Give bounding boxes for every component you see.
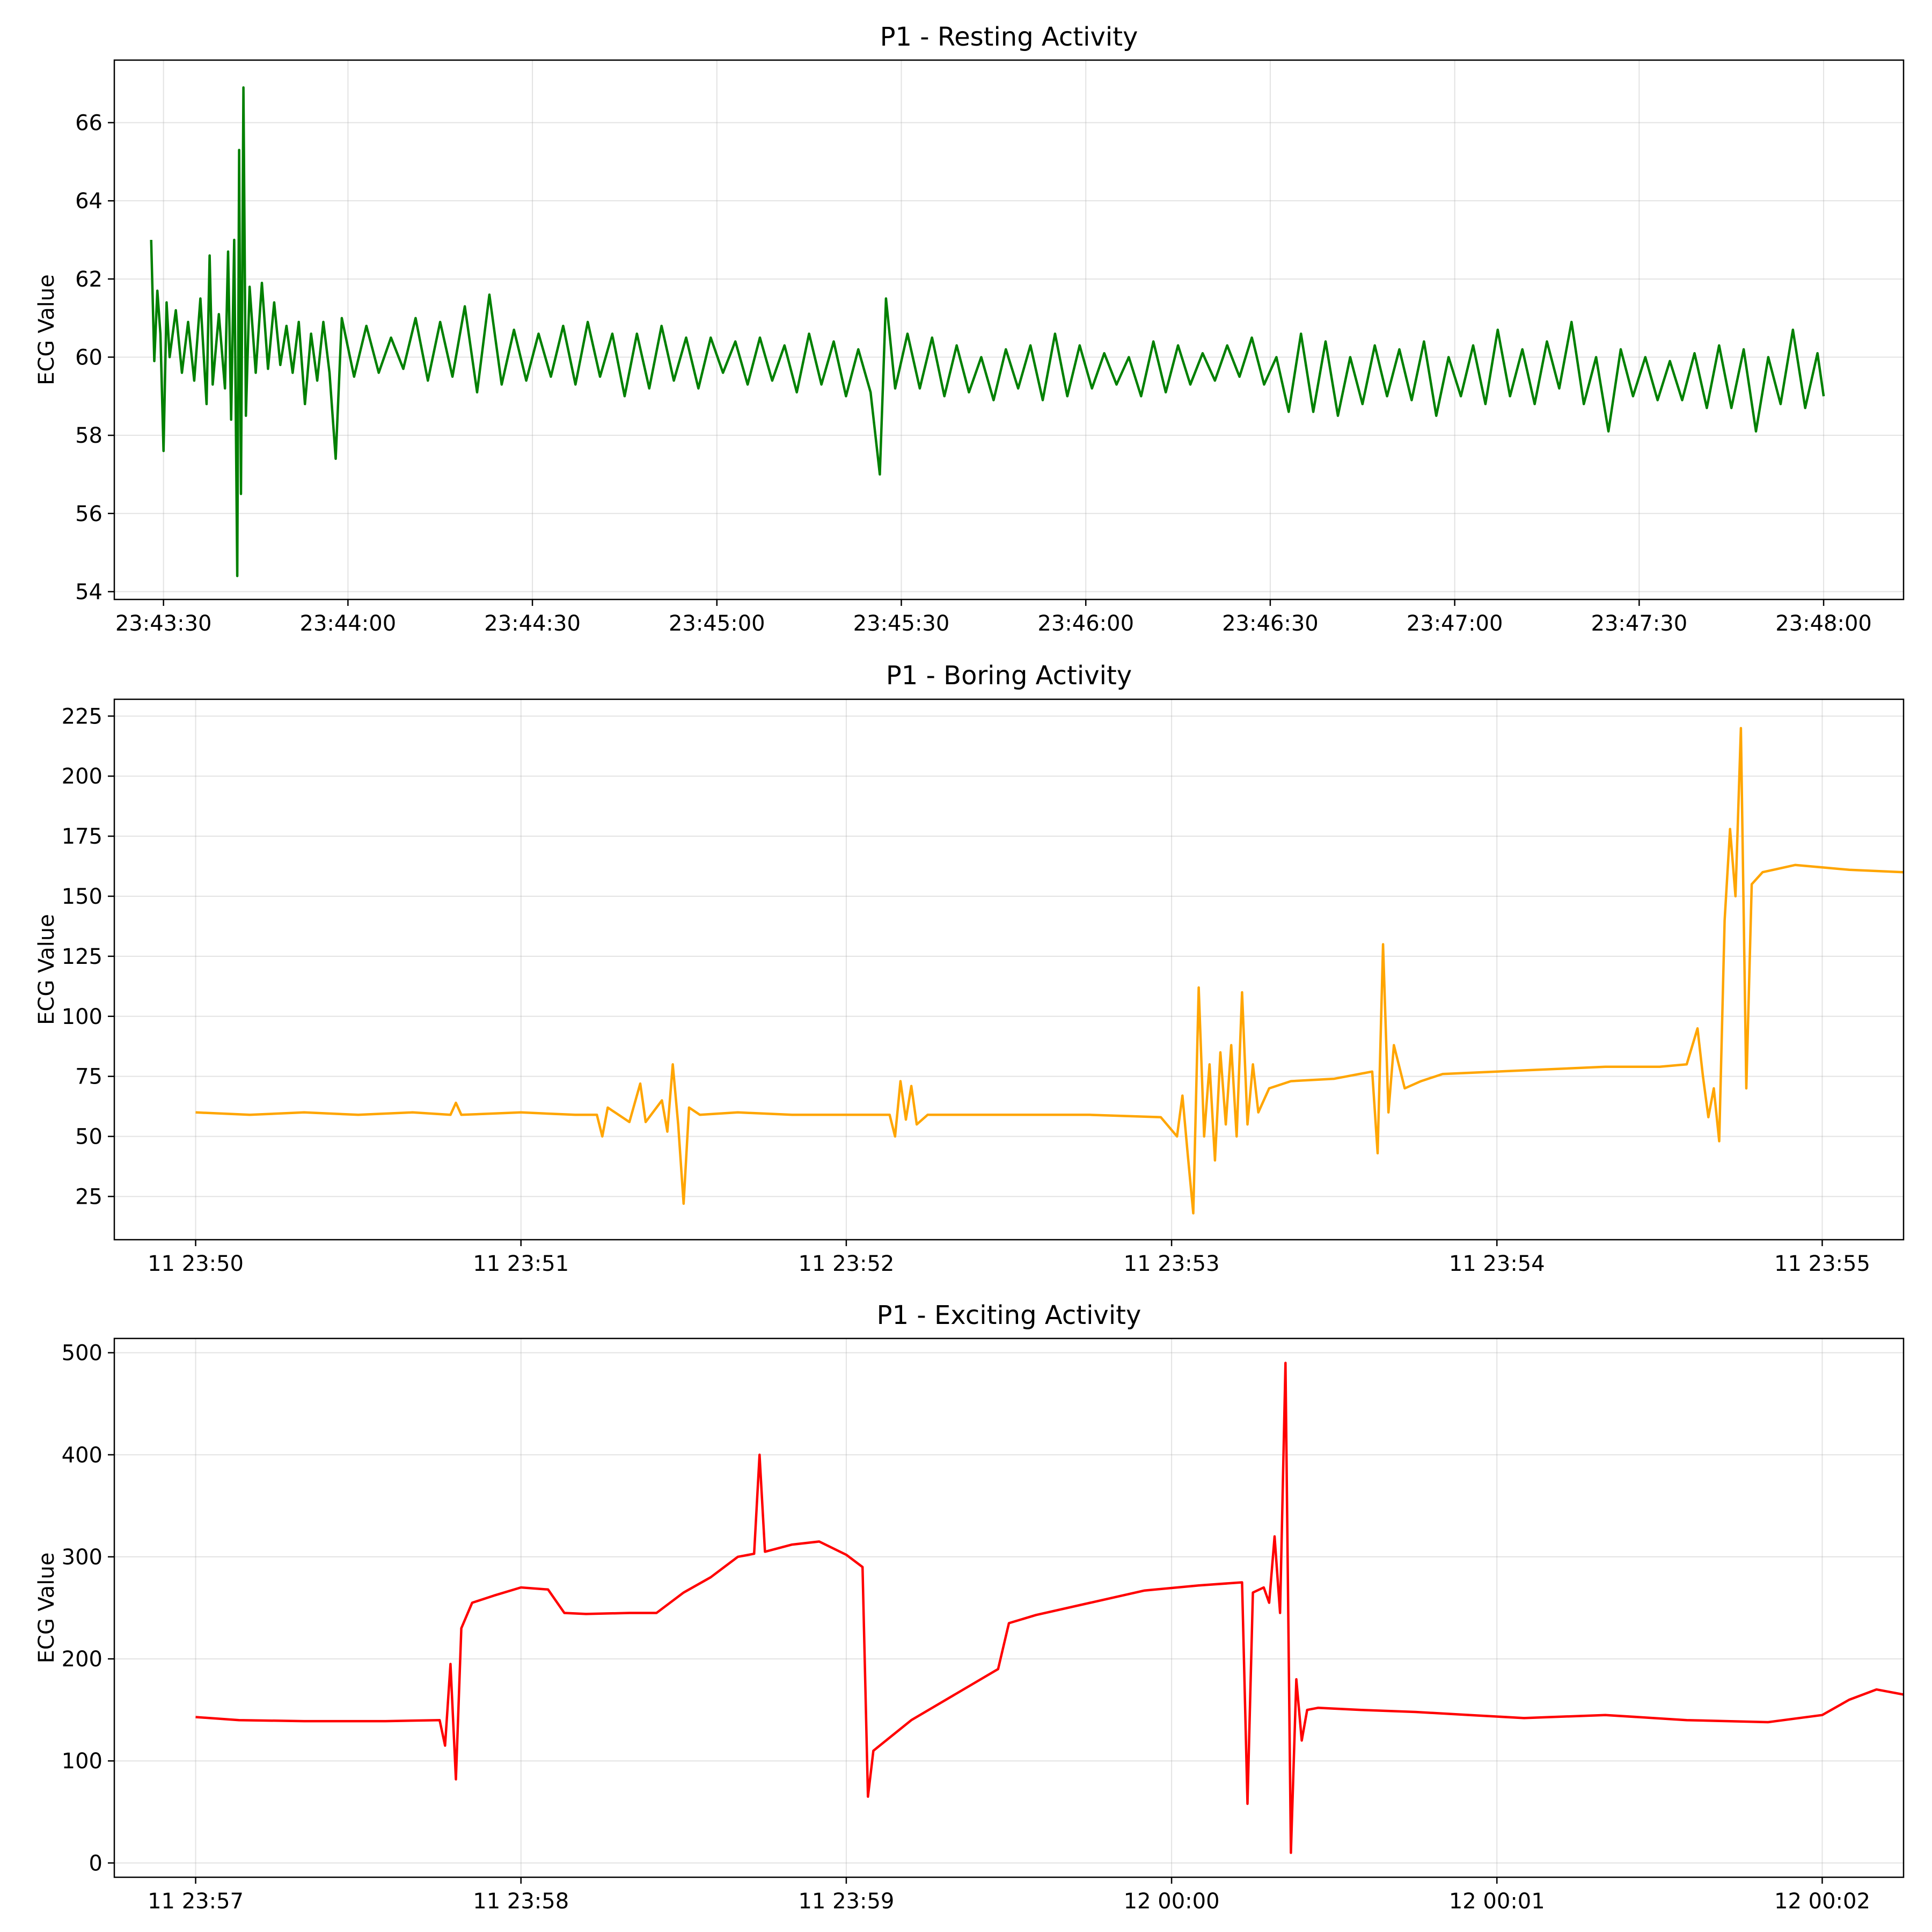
y-tick-label: 64 — [75, 189, 103, 214]
y-tick-label: 175 — [62, 824, 103, 849]
y-tick-label: 500 — [62, 1341, 103, 1366]
y-tick-label: 54 — [75, 580, 103, 604]
y-axis-label: ECG Value — [34, 914, 59, 1025]
x-tick-label: 11 23:57 — [148, 1889, 244, 1914]
x-tick-label: 11 23:51 — [473, 1252, 569, 1276]
x-tick-label: 23:44:30 — [484, 611, 581, 636]
y-tick-label: 300 — [62, 1545, 103, 1570]
y-tick-label: 200 — [62, 764, 103, 789]
x-tick-label: 11 23:58 — [473, 1889, 569, 1914]
plot-frame — [113, 59, 1905, 601]
x-tick-label: 11 23:50 — [148, 1252, 244, 1276]
ecg-series-line — [150, 86, 1825, 577]
plot-frame — [113, 1337, 1905, 1878]
x-tick-label: 11 23:54 — [1449, 1252, 1545, 1276]
y-tick-label: 60 — [75, 345, 103, 370]
ecg-series-line — [195, 727, 1904, 1215]
y-tick-label: 200 — [62, 1647, 103, 1672]
x-tick-label: 11 23:55 — [1774, 1252, 1870, 1276]
x-tick-label: 23:44:00 — [300, 611, 397, 636]
x-tick-label: 23:46:30 — [1222, 611, 1319, 636]
x-tick-label: 12 00:02 — [1774, 1889, 1870, 1914]
x-tick-label: 11 23:59 — [798, 1889, 894, 1914]
x-tick-label: 23:46:00 — [1037, 611, 1134, 636]
y-tick-label: 225 — [62, 704, 103, 729]
x-tick-label: 12 00:01 — [1449, 1889, 1545, 1914]
ecg-series-line — [195, 1362, 1904, 1854]
y-tick-label: 100 — [62, 1749, 103, 1774]
y-axis-label: ECG Value — [34, 274, 59, 385]
chart-title: P1 - Exciting Activity — [877, 1300, 1141, 1330]
x-tick-label: 23:45:00 — [669, 611, 765, 636]
x-tick-label: 23:47:30 — [1591, 611, 1688, 636]
chart-panel-2: 11 23:50 11 23:51 11 23:52 11 23:53 11 23:54… — [34, 661, 1905, 1276]
x-tick-label: 11 23:52 — [798, 1252, 894, 1276]
y-tick-label: 50 — [75, 1125, 103, 1150]
x-tick-label: 11 23:53 — [1124, 1252, 1220, 1276]
chart-title: P1 - Boring Activity — [886, 661, 1132, 691]
chart-panel-3: 11 23:57 11 23:58 11 23:59 12 00:00 12 00:01… — [34, 1300, 1905, 1914]
x-tick-label: 23:43:30 — [115, 611, 212, 636]
y-axis-label: ECG Value — [34, 1553, 59, 1664]
y-tick-label: 25 — [75, 1184, 103, 1209]
y-tick-label: 125 — [62, 945, 103, 969]
chart-panel-1: 23:43:30 23:44:00 23:44:30 23:45:00 23:45:30… — [34, 22, 1905, 636]
x-tick-label: 23:48:00 — [1775, 611, 1872, 636]
y-tick-label: 56 — [75, 502, 103, 526]
chart-title: P1 - Resting Activity — [880, 22, 1138, 52]
x-tick-label: 23:47:00 — [1407, 611, 1503, 636]
y-tick-label: 0 — [89, 1851, 103, 1876]
x-tick-label: 23:45:30 — [853, 611, 950, 636]
y-tick-label: 100 — [62, 1005, 103, 1029]
y-tick-label: 75 — [75, 1065, 103, 1089]
y-tick-label: 58 — [75, 423, 103, 448]
y-tick-label: 66 — [75, 111, 103, 136]
y-tick-label: 400 — [62, 1443, 103, 1468]
y-tick-label: 150 — [62, 884, 103, 909]
plot-frame — [113, 698, 1905, 1241]
y-tick-label: 62 — [75, 267, 103, 292]
x-tick-label: 12 00:00 — [1124, 1889, 1220, 1914]
